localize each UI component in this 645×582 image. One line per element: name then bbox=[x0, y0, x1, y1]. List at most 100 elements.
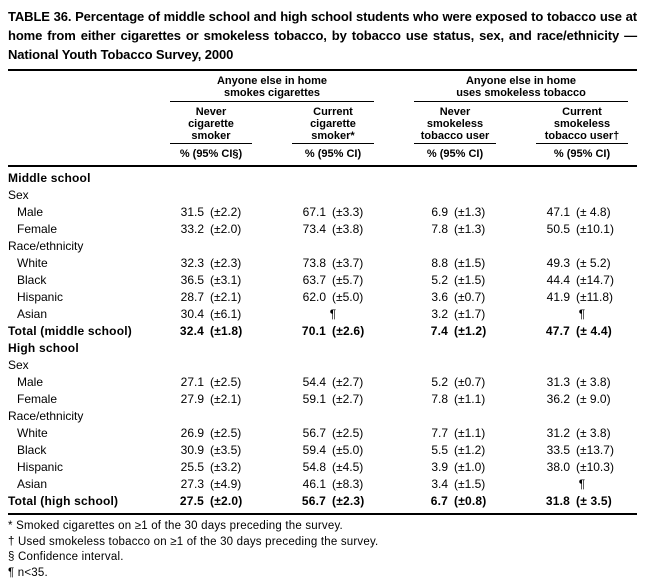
data-cell: 26.9 (±2.5) bbox=[170, 425, 252, 442]
cell-value: 25.5 bbox=[180, 460, 204, 474]
cell-value: 27.3 bbox=[180, 477, 204, 491]
cell-value: 3.9 bbox=[431, 460, 448, 474]
cell-ci: (±1.3) bbox=[454, 222, 486, 236]
cell-value: 33.5 bbox=[546, 443, 570, 457]
row-label: High school bbox=[8, 341, 79, 355]
spanner-smokeless: Anyone else in home uses smokeless tobac… bbox=[414, 75, 628, 102]
cell-ci: (±10.3) bbox=[576, 460, 614, 474]
ci-header-4: % (95% CI) bbox=[553, 148, 611, 160]
data-cell: 30.9 (±3.5) bbox=[170, 442, 252, 459]
insufficient-n-marker: ¶ bbox=[578, 477, 586, 491]
row-label: Male bbox=[17, 375, 44, 389]
data-cell: 3.2 (±1.7) bbox=[414, 306, 496, 323]
cell-ci: (±1.1) bbox=[454, 392, 486, 406]
table-body: Middle school Sex Male 31.5 (±2.2) 67.1 (±3.3)… bbox=[8, 170, 637, 510]
data-cell: 31.8 (± 3.5) bbox=[536, 493, 628, 510]
data-cell: 46.1 (±8.3) bbox=[292, 476, 374, 493]
ci-header-2: % (95% CI) bbox=[304, 148, 362, 160]
cell-value: 30.9 bbox=[180, 443, 204, 457]
cell-ci: (±2.7) bbox=[332, 392, 364, 406]
cell-value: 44.4 bbox=[546, 273, 570, 287]
table-row: Hispanic 25.5 (±3.2) 54.8 (±4.5) 3.9 (±1.0) 38.… bbox=[8, 459, 637, 476]
cell-ci: (±1.7) bbox=[454, 307, 486, 321]
row-label: Asian bbox=[17, 307, 48, 321]
cell-ci: (±1.5) bbox=[454, 273, 486, 287]
cell-value: 33.2 bbox=[180, 222, 204, 236]
cell-value: 59.1 bbox=[302, 392, 326, 406]
data-cell: 54.4 (±2.7) bbox=[292, 374, 374, 391]
cell-ci: (±5.0) bbox=[332, 443, 364, 457]
data-cell: 47.1 (± 4.8) bbox=[536, 204, 628, 221]
table-row: Race/ethnicity bbox=[8, 408, 637, 425]
column-header-row: Never cigarette smoker Current cigarette… bbox=[8, 106, 637, 144]
cell-ci: (±3.3) bbox=[332, 205, 364, 219]
cell-ci: (±1.2) bbox=[454, 443, 486, 457]
cell-ci: (±1.2) bbox=[454, 324, 487, 338]
cell-value: 62.0 bbox=[302, 290, 326, 304]
cell-value: 31.5 bbox=[180, 205, 204, 219]
row-label: Black bbox=[17, 273, 47, 287]
cell-value: 32.4 bbox=[179, 324, 204, 338]
data-cell: 31.3 (± 3.8) bbox=[536, 374, 628, 391]
cell-value: 7.7 bbox=[431, 426, 448, 440]
data-cell: 28.7 (±2.1) bbox=[170, 289, 252, 306]
data-cell: 49.3 (± 5.2) bbox=[536, 255, 628, 272]
table-row: Middle school bbox=[8, 170, 637, 187]
cell-value: 30.4 bbox=[180, 307, 204, 321]
cell-ci: (±14.7) bbox=[576, 273, 614, 287]
table-row: Male 27.1 (±2.5) 54.4 (±2.7) 5.2 (±0.7) 31.3 (± … bbox=[8, 374, 637, 391]
cell-ci: (±0.7) bbox=[454, 375, 486, 389]
header-rule bbox=[8, 165, 637, 167]
cell-value: 6.7 bbox=[430, 494, 448, 508]
cell-ci: (±0.8) bbox=[454, 494, 487, 508]
cell-value: 67.1 bbox=[302, 205, 326, 219]
cell-ci: (±2.3) bbox=[332, 494, 365, 508]
footnotes: * Smoked cigarettes on ≥1 of the 30 days… bbox=[8, 519, 637, 581]
cell-value: 47.7 bbox=[545, 324, 570, 338]
table-row: Asian 30.4 (±6.1) ¶ 3.2 (±1.7) ¶ bbox=[8, 306, 637, 323]
cell-ci: (±5.0) bbox=[332, 290, 364, 304]
cell-ci: (±13.7) bbox=[576, 443, 614, 457]
cell-ci: (±2.5) bbox=[210, 375, 242, 389]
data-cell: 33.2 (±2.0) bbox=[170, 221, 252, 238]
cell-value: 46.1 bbox=[302, 477, 326, 491]
row-label: Sex bbox=[8, 358, 29, 372]
cell-value: 27.9 bbox=[180, 392, 204, 406]
row-label: Black bbox=[17, 443, 47, 457]
row-label: White bbox=[17, 256, 48, 270]
table-row: Total (high school) 27.5 (±2.0) 56.7 (±2.3) 6… bbox=[8, 493, 637, 510]
data-cell: 3.6 (±0.7) bbox=[414, 289, 496, 306]
cell-ci: (±1.0) bbox=[454, 460, 486, 474]
cell-value: 50.5 bbox=[546, 222, 570, 236]
cell-value: 41.9 bbox=[546, 290, 570, 304]
cell-value: 31.8 bbox=[545, 494, 570, 508]
data-cell: 8.8 (±1.5) bbox=[414, 255, 496, 272]
data-cell: 25.5 (±3.2) bbox=[170, 459, 252, 476]
data-cell: 5.5 (±1.2) bbox=[414, 442, 496, 459]
data-cell: 44.4 (±14.7) bbox=[536, 272, 628, 289]
table-row: Female 33.2 (±2.0) 73.4 (±3.8) 7.8 (±1.3) 50.5 (… bbox=[8, 221, 637, 238]
cell-value: 38.0 bbox=[546, 460, 570, 474]
cell-ci: (±6.1) bbox=[210, 307, 242, 321]
data-cell: 33.5 (±13.7) bbox=[536, 442, 628, 459]
cell-ci: (±1.5) bbox=[454, 477, 486, 491]
cell-value: 5.2 bbox=[431, 273, 448, 287]
data-cell: 36.5 (±3.1) bbox=[170, 272, 252, 289]
ci-header-1: % (95% CI§) bbox=[179, 148, 243, 160]
cell-ci: (± 9.0) bbox=[576, 392, 611, 406]
row-label: Total (middle school) bbox=[8, 324, 132, 338]
row-label: Female bbox=[17, 222, 58, 236]
table-row: Sex bbox=[8, 187, 637, 204]
cell-ci: (±1.3) bbox=[454, 205, 486, 219]
row-label: Hispanic bbox=[17, 290, 64, 304]
cell-value: 47.1 bbox=[546, 205, 570, 219]
data-cell: 6.7 (±0.8) bbox=[414, 493, 496, 510]
data-cell: 59.1 (±2.7) bbox=[292, 391, 374, 408]
cell-ci: (±8.3) bbox=[332, 477, 364, 491]
footnote-smoked: * Smoked cigarettes on ≥1 of the 30 days… bbox=[8, 520, 343, 532]
row-label: Race/ethnicity bbox=[8, 239, 84, 253]
data-cell: 36.2 (± 9.0) bbox=[536, 391, 628, 408]
footnote-smokeless: † Used smokeless tobacco on ≥1 of the 30… bbox=[8, 535, 379, 548]
cell-value: 7.8 bbox=[431, 392, 448, 406]
cell-value: 3.4 bbox=[431, 477, 448, 491]
